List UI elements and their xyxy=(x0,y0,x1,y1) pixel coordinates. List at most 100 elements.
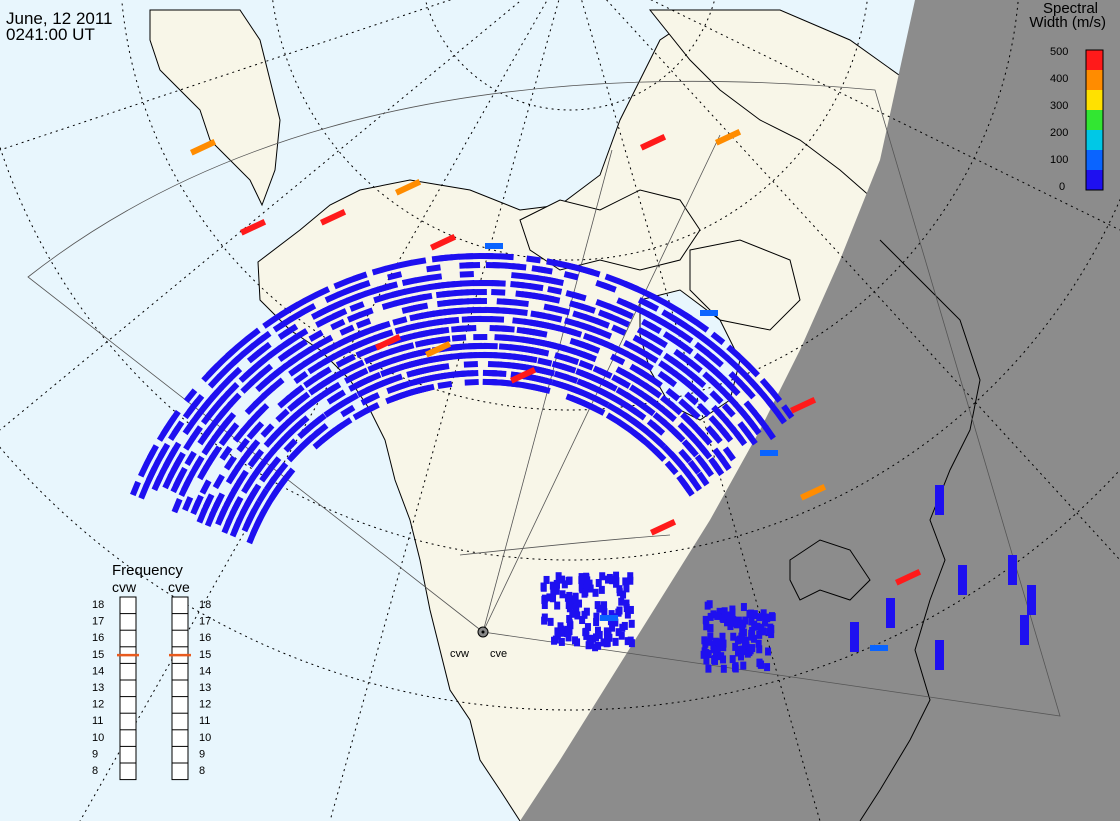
echo-cell xyxy=(618,597,625,606)
echo-cell xyxy=(212,474,225,490)
frequency-scale-label: 18 xyxy=(199,599,211,611)
echo-cell xyxy=(202,493,215,509)
echo-cell xyxy=(359,326,375,338)
echo-cell xyxy=(678,319,694,333)
frequency-scale-label: 18 xyxy=(92,599,104,611)
echo-cell xyxy=(706,637,713,646)
echo-cell xyxy=(340,404,356,418)
echo-cell xyxy=(764,613,771,622)
echo-cell xyxy=(606,633,613,642)
echo-cell xyxy=(850,622,859,652)
echo-cell xyxy=(748,632,755,641)
echo-cell xyxy=(615,376,631,389)
echo-cell xyxy=(332,308,348,320)
echo-cell xyxy=(138,484,150,500)
echo-cell xyxy=(665,301,681,314)
frequency-scale-label: 16 xyxy=(199,632,211,644)
echo-cell xyxy=(307,340,323,353)
echo-cell xyxy=(413,302,429,312)
echo-cell xyxy=(561,580,568,589)
echo-cell xyxy=(352,271,368,282)
echo-cell xyxy=(640,403,656,417)
echo-cell xyxy=(614,316,631,328)
echo-cell xyxy=(719,632,726,641)
echo-cell xyxy=(650,422,666,436)
frequency-scale-label: 14 xyxy=(199,665,211,677)
echo-cell xyxy=(735,616,742,625)
echo-cell xyxy=(743,400,758,415)
echo-cell xyxy=(760,627,767,636)
frequency-scale-label: 12 xyxy=(92,699,104,711)
echo-cell xyxy=(600,638,607,647)
colorbar-ramp xyxy=(1086,50,1103,191)
echo-cell xyxy=(290,298,306,311)
echo-cell xyxy=(434,363,450,372)
echo-cell xyxy=(603,627,610,636)
echo-cell xyxy=(718,456,732,471)
echo-cell xyxy=(444,316,460,325)
echo-cell xyxy=(612,618,619,627)
echo-cell xyxy=(716,607,723,616)
echo-cell xyxy=(343,392,359,405)
echo-cell xyxy=(627,605,634,614)
echo-cell xyxy=(756,659,763,668)
radar-label-west: cvw xyxy=(450,648,469,660)
echo-cell xyxy=(704,601,711,610)
echo-cell xyxy=(725,355,740,370)
echo-cell xyxy=(576,599,583,608)
echo-cell xyxy=(334,297,350,309)
colorbar-tick-100: 100 xyxy=(1050,154,1068,166)
echo-cell xyxy=(236,469,249,485)
colorbar-segment xyxy=(1086,150,1103,171)
echo-cell xyxy=(534,347,550,357)
frequency-scale-label: 15 xyxy=(199,649,211,661)
echo-cell xyxy=(455,307,470,315)
echo-cell xyxy=(726,344,741,359)
echo-cell xyxy=(730,632,737,641)
echo-cell xyxy=(678,341,694,355)
echo-cell xyxy=(564,625,571,634)
echo-cell xyxy=(727,622,734,631)
echo-cell xyxy=(569,609,576,618)
echo-cell xyxy=(579,616,586,625)
frequency-scale-box xyxy=(171,596,189,781)
frequency-radar-cvw: cvw xyxy=(112,579,137,595)
echo-cell xyxy=(473,306,488,314)
echo-cell xyxy=(549,581,556,590)
echo-cell xyxy=(700,310,718,316)
echo-cell xyxy=(566,576,573,585)
colorbar-segment xyxy=(1086,70,1103,91)
echo-cell xyxy=(282,334,298,348)
echo-cell xyxy=(781,404,795,420)
echo-cell xyxy=(1020,615,1029,645)
land-baffin-island xyxy=(689,239,801,331)
echo-cell xyxy=(650,519,677,536)
echo-cell xyxy=(183,435,196,451)
echo-cell xyxy=(473,333,488,341)
echo-cell xyxy=(246,439,261,454)
radar-echoes xyxy=(130,129,1036,673)
colorbar-frame xyxy=(1085,49,1104,191)
echo-cell xyxy=(685,442,699,458)
echo-cell xyxy=(199,479,212,495)
frequency-scale-label: 9 xyxy=(199,748,205,760)
echo-cell xyxy=(512,317,527,325)
echo-cell xyxy=(732,642,739,651)
echo-cell xyxy=(601,282,617,293)
echo-cell xyxy=(571,291,587,302)
echo-cell xyxy=(532,329,548,338)
echo-cell xyxy=(210,358,225,373)
echo-cell xyxy=(222,412,237,427)
echo-cell xyxy=(318,334,334,347)
echo-cell xyxy=(395,380,411,391)
radar-label-east: cve xyxy=(490,648,507,660)
echo-cell xyxy=(621,621,628,630)
echo-cell xyxy=(744,430,758,446)
echo-cell xyxy=(870,645,888,651)
echo-cell xyxy=(751,611,758,620)
echo-cell xyxy=(289,309,305,322)
colorbar-segment xyxy=(1086,90,1103,111)
echo-cell xyxy=(258,363,274,378)
echo-cell xyxy=(753,383,767,399)
echo-cell xyxy=(278,316,294,329)
